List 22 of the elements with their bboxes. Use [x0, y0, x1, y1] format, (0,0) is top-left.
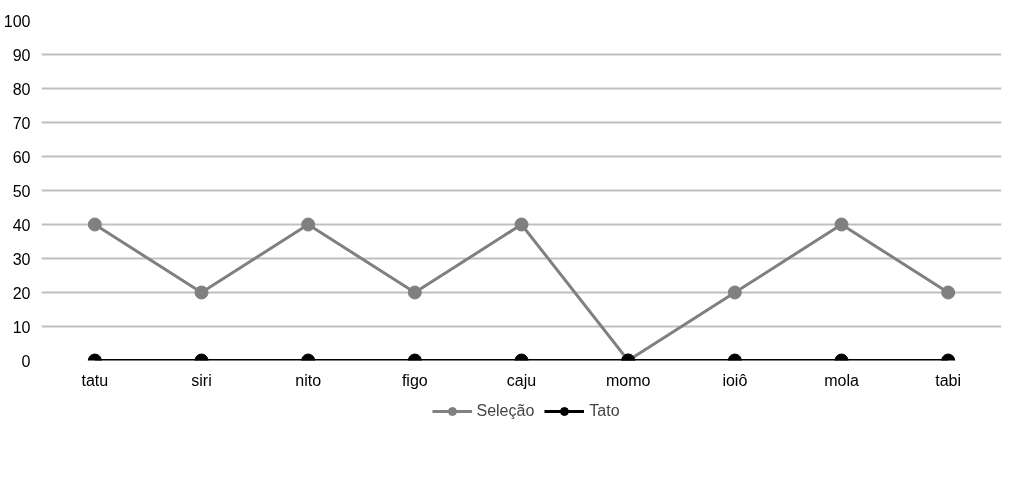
x-tick-label: mola [824, 371, 859, 389]
y-tick-label: 50 [12, 182, 31, 200]
y-tick-label: 70 [12, 114, 31, 132]
y-tick-label: 100 [3, 12, 31, 30]
y-tick-label: 30 [12, 250, 31, 268]
x-tick-label: tatu [81, 371, 109, 389]
y-tick-label: 60 [12, 148, 31, 166]
y-tick-label: 40 [12, 216, 31, 234]
x-tick-label: momo [605, 371, 651, 389]
y-tick-label: 10 [12, 318, 31, 336]
x-tick-label: siri [191, 371, 212, 389]
y-tick-label: 0 [21, 352, 31, 370]
y-tick-label: 90 [12, 46, 31, 64]
legend-label: Seleção [476, 402, 535, 420]
x-tick-label: figo [401, 371, 428, 389]
x-tick-label: ioiô [722, 371, 748, 389]
x-tick-label: caju [506, 371, 537, 389]
x-tick-label: nito [295, 371, 322, 389]
y-tick-label: 80 [12, 80, 31, 98]
y-tick-label: 20 [12, 284, 31, 302]
legend-label: Tato [589, 402, 620, 420]
x-tick-label: tabi [935, 371, 962, 389]
